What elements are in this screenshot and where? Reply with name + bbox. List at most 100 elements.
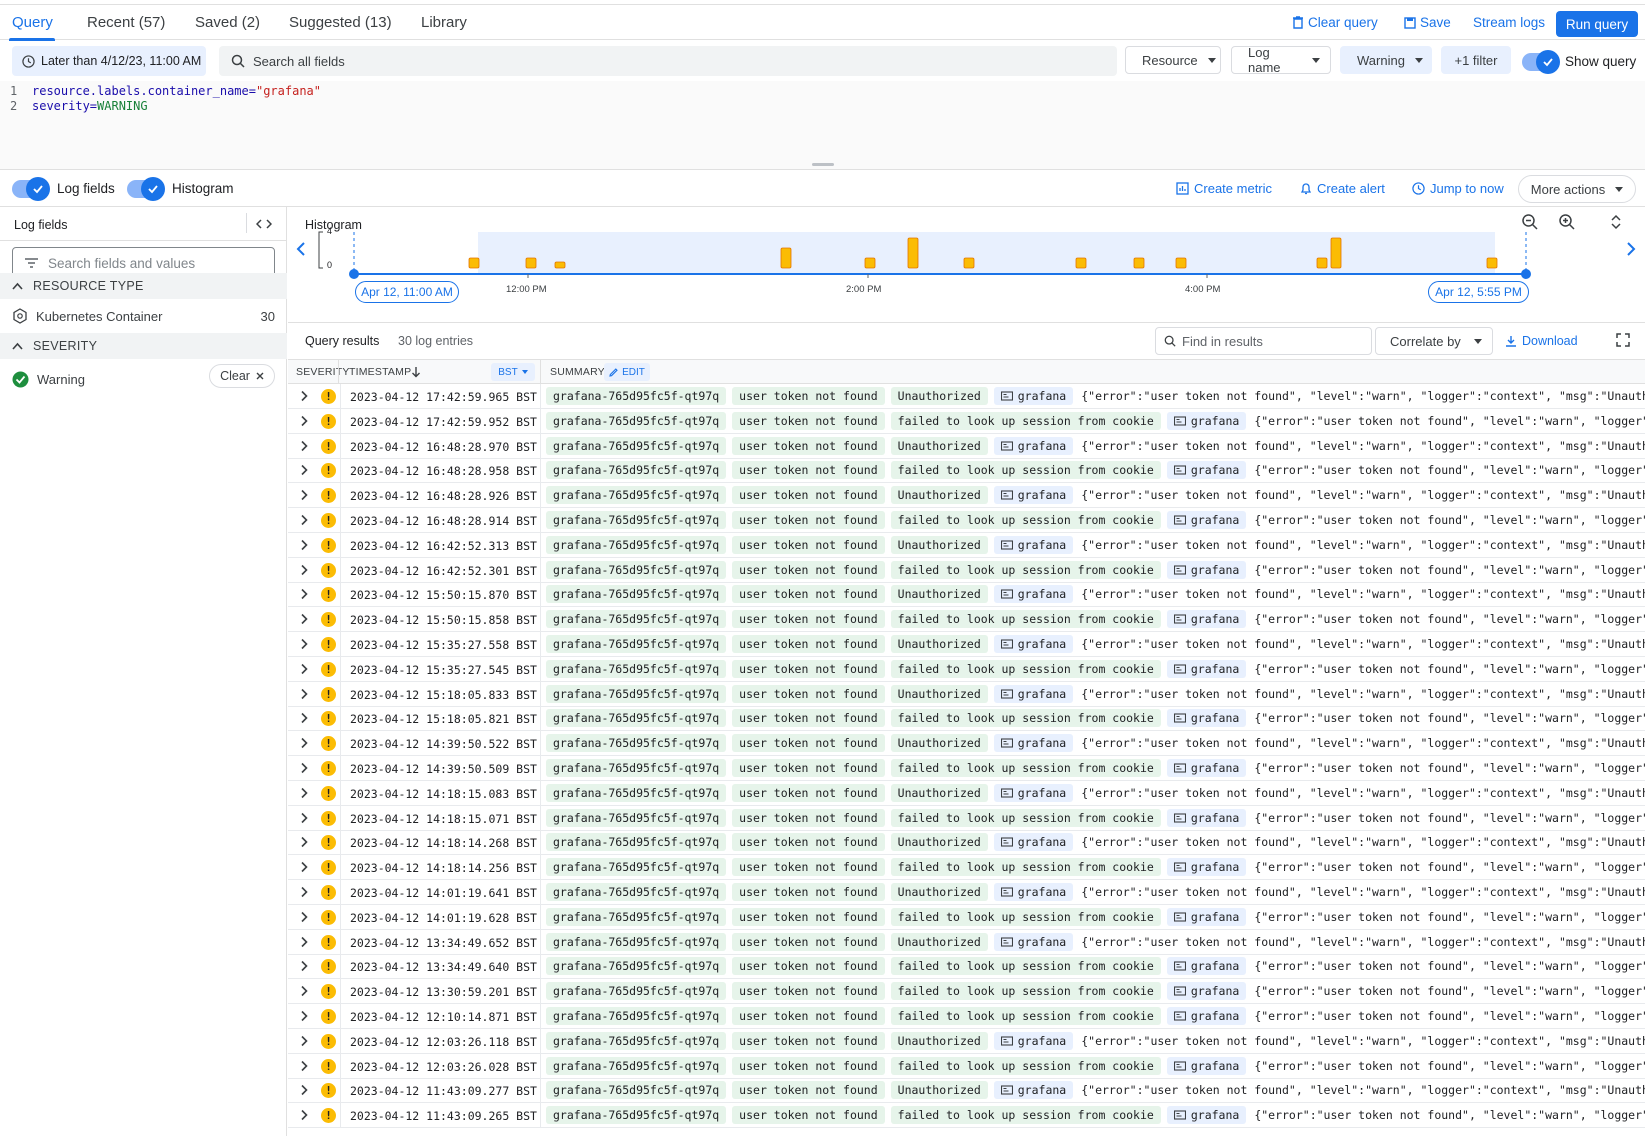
chevron-right-icon[interactable] (298, 762, 310, 774)
message-chip[interactable]: Unauthorized (890, 486, 988, 505)
histogram-chart[interactable] (288, 207, 1645, 323)
expand-collapse-icon[interactable] (1610, 213, 1622, 231)
pod-name-chip[interactable]: grafana-765d95fc5f-qt97q (546, 932, 727, 951)
histogram-bar[interactable] (864, 257, 876, 269)
pod-name-chip[interactable]: grafana-765d95fc5f-qt97q (546, 411, 727, 430)
chevron-right-icon[interactable] (298, 936, 310, 948)
histogram-bar[interactable] (780, 247, 792, 269)
container-chip[interactable]: grafana (1166, 808, 1247, 827)
pod-name-chip[interactable]: grafana-765d95fc5f-qt97q (546, 635, 727, 653)
log-entry-row[interactable]: ! 2023-04-12 12:03:26.118 BST grafana-765d… (288, 1028, 1645, 1054)
histogram-bar[interactable] (963, 257, 975, 269)
container-chip[interactable]: grafana (993, 387, 1074, 405)
zoom-in-icon[interactable] (1558, 213, 1576, 231)
pod-name-chip[interactable]: grafana-765d95fc5f-qt97q (546, 759, 727, 777)
code-icon[interactable] (256, 218, 272, 230)
histogram-bar[interactable] (907, 237, 919, 269)
container-chip[interactable]: grafana (1166, 907, 1247, 926)
error-chip[interactable]: user token not found (732, 560, 885, 579)
log-entry-row[interactable]: ! 2023-04-12 16:48:28.914 BST grafana-765d… (288, 508, 1645, 533)
chevron-right-icon[interactable] (298, 861, 310, 873)
error-chip[interactable]: user token not found (732, 833, 885, 852)
log-entry-row[interactable]: ! 2023-04-12 15:35:27.545 BST grafana-765d… (288, 656, 1645, 682)
pod-name-chip[interactable]: grafana-765d95fc5f-qt97q (546, 486, 727, 505)
message-chip[interactable]: failed to look up session from cookie (890, 759, 1161, 777)
chevron-right-icon[interactable] (298, 1084, 310, 1096)
error-chip[interactable]: user token not found (732, 411, 885, 430)
container-chip[interactable]: grafana (1166, 610, 1247, 629)
edit-summary-button[interactable]: EDIT (604, 363, 650, 381)
container-chip[interactable]: grafana (1166, 461, 1247, 480)
chevron-right-icon[interactable] (298, 688, 310, 700)
log-entry-row[interactable]: ! 2023-04-12 12:10:14.871 BST grafana-765d… (288, 1004, 1645, 1029)
log-entry-row[interactable]: ! 2023-04-12 14:39:50.522 BST grafana-765d… (288, 731, 1645, 757)
pod-name-chip[interactable]: grafana-765d95fc5f-qt97q (546, 684, 727, 703)
stream-logs-button[interactable]: Stream logs (1473, 15, 1546, 30)
search-all-fields-input[interactable]: Search all fields (219, 46, 1117, 76)
editor-resize-handle[interactable] (812, 163, 834, 166)
run-query-button[interactable]: Run query (1556, 11, 1638, 37)
log-entry-row[interactable]: ! 2023-04-12 14:18:14.256 BST grafana-765d… (288, 855, 1645, 881)
time-range-chip[interactable]: Later than 4/12/23, 11:00 AM (12, 46, 206, 76)
pod-name-chip[interactable]: grafana-765d95fc5f-qt97q (546, 659, 727, 678)
error-chip[interactable]: user token not found (732, 436, 885, 455)
chevron-right-icon[interactable] (298, 1035, 310, 1047)
log-entry-row[interactable]: ! 2023-04-12 15:50:15.858 BST grafana-765d… (288, 607, 1645, 633)
pod-name-chip[interactable]: grafana-765d95fc5f-qt97q (546, 461, 727, 480)
chevron-right-icon[interactable] (298, 985, 310, 997)
message-chip[interactable]: Unauthorized (890, 436, 988, 455)
chevron-right-icon[interactable] (298, 464, 310, 476)
create-alert-button[interactable]: Create alert (1300, 181, 1385, 196)
error-chip[interactable]: user token not found (732, 734, 885, 753)
resource-type-row[interactable]: Kubernetes Container 30 (0, 299, 287, 333)
chevron-right-icon[interactable] (298, 663, 310, 675)
histogram-end-handle[interactable]: Apr 12, 5:55 PM (1428, 281, 1529, 303)
error-chip[interactable]: user token not found (732, 932, 885, 951)
timestamp-column-header[interactable]: TIMESTAMP (349, 366, 412, 378)
chevron-right-icon[interactable] (298, 539, 310, 551)
error-chip[interactable]: user token not found (732, 1106, 885, 1125)
container-chip[interactable]: grafana (1166, 411, 1247, 430)
histogram-bar[interactable] (1330, 237, 1342, 269)
pod-name-chip[interactable]: grafana-765d95fc5f-qt97q (546, 1031, 727, 1050)
message-chip[interactable]: Unauthorized (890, 387, 988, 405)
severity-dropdown[interactable]: Warning (1340, 46, 1432, 74)
create-metric-button[interactable]: Create metric (1176, 181, 1272, 196)
histogram-bar[interactable] (525, 257, 537, 269)
pod-name-chip[interactable]: grafana-765d95fc5f-qt97q (546, 833, 727, 852)
histogram-bar[interactable] (1316, 257, 1328, 269)
pod-name-chip[interactable]: grafana-765d95fc5f-qt97q (546, 560, 727, 579)
message-chip[interactable]: failed to look up session from cookie (890, 1106, 1161, 1125)
severity-section-header[interactable]: SEVERITY (0, 333, 287, 359)
error-chip[interactable]: user token not found (732, 858, 885, 877)
pod-name-chip[interactable]: grafana-765d95fc5f-qt97q (546, 1081, 727, 1100)
log-entry-row[interactable]: ! 2023-04-12 16:42:52.313 BST grafana-765d… (288, 532, 1645, 558)
chevron-right-icon[interactable] (298, 1109, 310, 1121)
pod-name-chip[interactable]: grafana-765d95fc5f-qt97q (546, 585, 727, 604)
pod-name-chip[interactable]: grafana-765d95fc5f-qt97q (546, 783, 727, 802)
error-chip[interactable]: user token not found (732, 461, 885, 480)
download-button[interactable]: Download (1505, 334, 1578, 348)
log-entry-row[interactable]: ! 2023-04-12 14:01:19.641 BST grafana-765d… (288, 880, 1645, 905)
container-chip[interactable]: grafana (1166, 982, 1247, 1001)
container-chip[interactable]: grafana (993, 486, 1074, 505)
log-entry-row[interactable]: ! 2023-04-12 14:18:15.083 BST grafana-765d… (288, 780, 1645, 806)
chevron-right-icon[interactable] (298, 712, 310, 724)
log-entry-row[interactable]: ! 2023-04-12 11:43:09.277 BST grafana-765d… (288, 1078, 1645, 1104)
message-chip[interactable]: Unauthorized (890, 585, 988, 604)
save-button[interactable]: Save (1404, 15, 1451, 30)
error-chip[interactable]: user token not found (732, 957, 885, 976)
message-chip[interactable]: failed to look up session from cookie (890, 709, 1161, 728)
pod-name-chip[interactable]: grafana-765d95fc5f-qt97q (546, 1007, 727, 1025)
container-chip[interactable]: grafana (993, 734, 1074, 753)
container-chip[interactable]: grafana (1166, 759, 1247, 777)
message-chip[interactable]: Unauthorized (890, 932, 988, 951)
chevron-right-icon[interactable] (298, 1060, 310, 1072)
error-chip[interactable]: user token not found (732, 511, 885, 529)
container-chip[interactable]: grafana (1166, 1007, 1247, 1025)
container-chip[interactable]: grafana (993, 783, 1074, 802)
container-chip[interactable]: grafana (1166, 709, 1247, 728)
message-chip[interactable]: failed to look up session from cookie (890, 560, 1161, 579)
container-chip[interactable]: grafana (993, 635, 1074, 653)
pod-name-chip[interactable]: grafana-765d95fc5f-qt97q (546, 709, 727, 728)
